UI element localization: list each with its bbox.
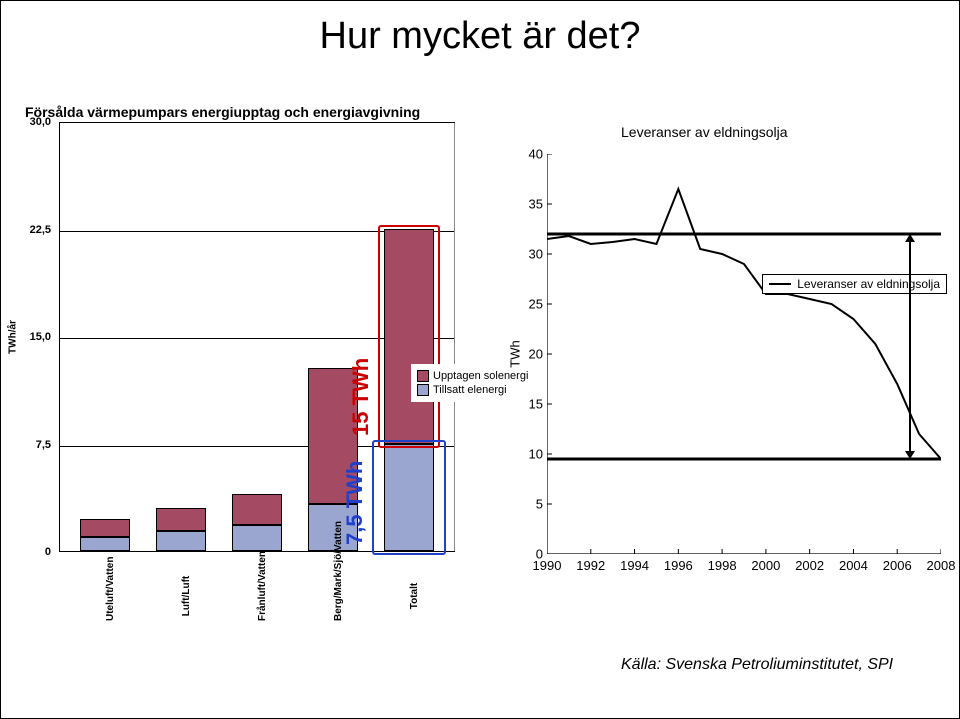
bar-y-tick: 22,5 (30, 224, 51, 236)
bar-x-label: Berg/Mark/Sjö/Vatten (333, 571, 344, 621)
bar-chart-title: Försålda värmepumpars energiupptag och e… (25, 104, 455, 120)
bracket-red (378, 225, 440, 448)
legend-row: Tillsatt elenergi (417, 384, 528, 396)
line-chart-title: Leveranser av eldningsolja (621, 124, 788, 140)
bar-plot: TWh/år 07,515,022,530,0 15 TWh 7,5 TWh U… (25, 122, 455, 552)
line-y-tick: 15 (529, 397, 543, 412)
annotation-15twh: 15 TWh (348, 357, 374, 435)
bar-segment (156, 508, 206, 531)
bar-segment (80, 519, 130, 536)
bar-chart: Försålda värmepumpars energiupptag och e… (25, 104, 455, 644)
legend-row: Upptagen solenergi (417, 370, 528, 382)
legend-label: Upptagen solenergi (433, 370, 528, 382)
arrow-shaft (909, 240, 911, 453)
bar-column (156, 123, 206, 551)
bracket-blue (372, 440, 446, 556)
content: Försålda värmepumpars energiupptag och e… (1, 64, 959, 704)
line-plot: 0510152025303540 19901992199419961998200… (521, 154, 941, 554)
bar-y-ticks: 07,515,022,530,0 (25, 122, 55, 552)
line-y-tick: 5 (536, 497, 543, 512)
legend-swatch (417, 370, 429, 382)
annotation-7-5twh: 7,5 TWh (342, 461, 368, 545)
arrow-head-up (905, 234, 915, 242)
line-y-tick: 40 (529, 147, 543, 162)
bar-y-label: TWh/år (8, 320, 19, 354)
line-legend: Leveranser av eldningsolja (762, 274, 947, 294)
line-x-label: 1994 (620, 558, 649, 573)
line-x-label: 2008 (927, 558, 956, 573)
line-y-tick: 35 (529, 197, 543, 212)
line-y-ticks: 0510152025303540 (521, 154, 543, 554)
line-x-label: 1992 (576, 558, 605, 573)
line-legend-label: Leveranser av eldningsolja (797, 277, 940, 291)
arrow-head-down (905, 451, 915, 459)
line-svg (547, 154, 941, 554)
line-x-label: 2002 (795, 558, 824, 573)
line-x-label: 2004 (839, 558, 868, 573)
line-x-label: 1990 (533, 558, 562, 573)
legend-dash (769, 283, 791, 285)
line-chart: Leveranser av eldningsolja 0510152025303… (521, 124, 941, 624)
bar-y-tick: 7,5 (36, 439, 51, 451)
line-x-labels: 1990199219941996199820002002200420062008 (547, 558, 941, 578)
legend-label: Tillsatt elenergi (433, 384, 507, 396)
bar-y-tick: 0 (45, 546, 51, 558)
bar-plot-area: 15 TWh 7,5 TWh (59, 122, 455, 552)
annotation-22-5twh: 22,5 TWh (955, 319, 960, 424)
bar-column (80, 123, 130, 551)
bar-y-tick: 15,0 (30, 331, 51, 343)
line-x-label: 2000 (751, 558, 780, 573)
line-y-label: TWh (508, 340, 523, 367)
line-y-tick: 10 (529, 447, 543, 462)
bar-segment (232, 494, 282, 526)
line-x-label: 2006 (883, 558, 912, 573)
line-y-tick: 25 (529, 297, 543, 312)
line-y-tick: 20 (529, 347, 543, 362)
bar-x-label: Totalt (409, 571, 420, 621)
bar-x-label: Luft/Luft (181, 571, 192, 621)
bar-legend: Upptagen solenergi Tillsatt elenergi (411, 364, 534, 402)
bar-x-label: Uteluft/Vatten (105, 571, 116, 621)
line-source: Källa: Svenska Petroliuminstitutet, SPI (621, 656, 893, 674)
line-x-label: 1996 (664, 558, 693, 573)
bar-x-label: Frånluft/Vatten (257, 571, 268, 621)
line-y-tick: 30 (529, 247, 543, 262)
page-title: Hur mycket är det? (1, 15, 959, 58)
line-x-label: 1998 (708, 558, 737, 573)
line-plot-area (547, 154, 941, 554)
legend-swatch (417, 384, 429, 396)
bar-x-axis: Uteluft/VattenLuft/LuftFrånluft/VattenBe… (59, 541, 455, 552)
bar-column (232, 123, 282, 551)
bar-y-tick: 30,0 (30, 116, 51, 128)
